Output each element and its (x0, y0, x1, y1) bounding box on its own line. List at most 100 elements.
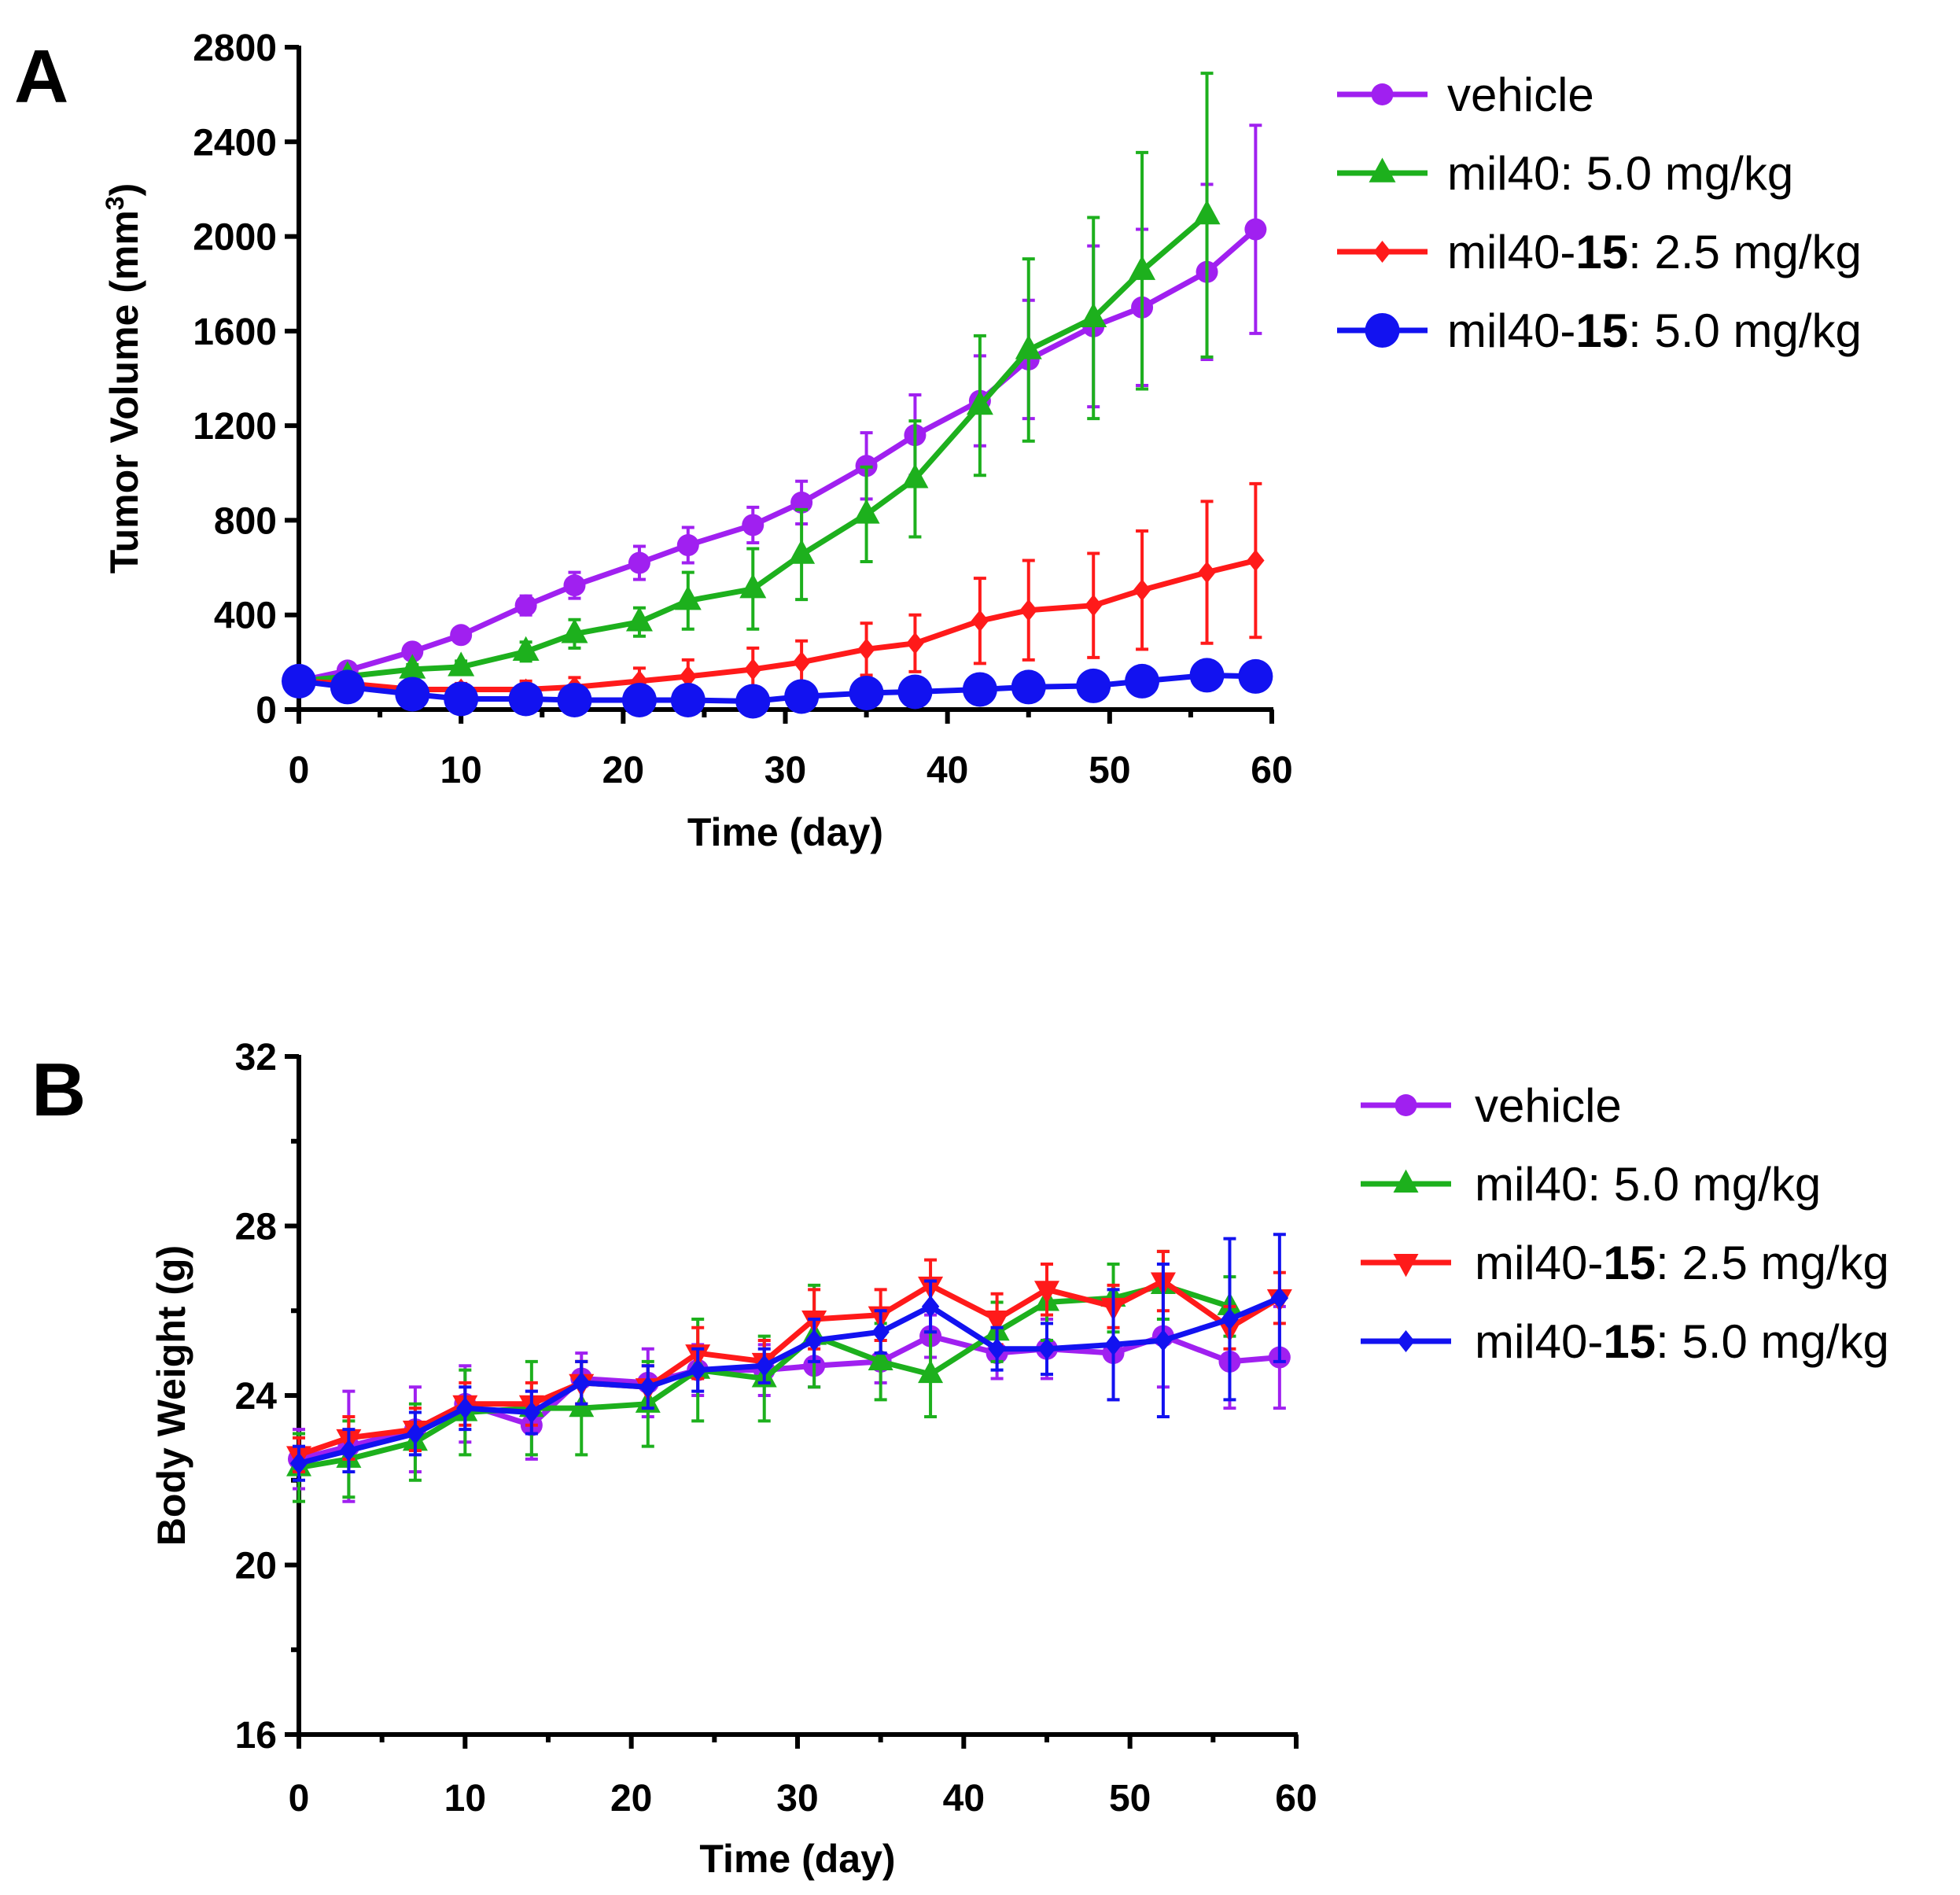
data-point (897, 674, 933, 710)
legend-swatch-marker (1397, 1330, 1415, 1352)
data-point (670, 682, 706, 717)
legend-swatch-marker (1393, 1169, 1419, 1193)
y-tick-label: 1200 (193, 406, 277, 448)
series-mil40-5-0-mg-kg (286, 72, 1221, 691)
legend-label: mil40-15: 5.0 mg/kg (1475, 1315, 1889, 1368)
data-point (1015, 334, 1042, 359)
data-point (871, 1321, 890, 1344)
x-tick-label: 60 (1251, 750, 1292, 791)
data-point (742, 514, 764, 536)
tumor-axes: 0 400 800 1200 1600 2000 2400 2800 0 10 20 30 40 50 60… (101, 28, 1293, 854)
data-point (561, 618, 588, 643)
data-point (399, 654, 426, 679)
data-point (1270, 1287, 1289, 1310)
series-mil40-15-5-0-mg-kg (282, 658, 1273, 719)
legend-item: mil40: 5.0 mg/kg (1361, 1158, 1821, 1211)
data-point (984, 1310, 1010, 1334)
x-tick-label: 10 (440, 750, 481, 791)
data-point (988, 1337, 1006, 1360)
data-point (679, 665, 697, 688)
legend-label: mil40: 5.0 mg/kg (1475, 1158, 1821, 1211)
data-point (1221, 1308, 1239, 1331)
legend-label: mil40-15: 5.0 mg/kg (1447, 304, 1862, 357)
data-point (1244, 218, 1267, 241)
data-point (1085, 594, 1103, 617)
body-weight-axes: 16 20 24 28 32 0 10 20 30 40 50 60 Time (day) Body We… (149, 1037, 1317, 1881)
x-tick-label: 20 (602, 750, 644, 791)
legend-label: vehicle (1475, 1079, 1622, 1132)
series-mil40-15-2-5-mg-kg (286, 1249, 1292, 1473)
x-tick-label: 60 (1275, 1778, 1317, 1819)
x-tick-label: 30 (776, 1778, 818, 1819)
data-point (406, 1422, 425, 1445)
data-point (962, 672, 997, 707)
data-point (966, 390, 993, 415)
data-point (792, 651, 811, 673)
data-point (906, 632, 924, 654)
x-tick-label: 0 (289, 1778, 310, 1819)
series-vehicle (288, 1283, 1291, 1503)
y-tick-label: 28 (235, 1207, 277, 1248)
data-point (444, 681, 479, 717)
data-point (1129, 255, 1156, 280)
data-point (918, 1359, 944, 1384)
data-point (621, 682, 657, 717)
legend-swatch-marker (1369, 157, 1396, 182)
data-point (735, 684, 771, 719)
x-tick-label: 50 (1109, 1778, 1151, 1819)
x-tick-label: 40 (927, 750, 968, 791)
y-tick-label: 400 (214, 595, 277, 637)
data-point (1019, 599, 1037, 621)
x-tick-label: 50 (1089, 750, 1130, 791)
y-tick-label: 20 (235, 1546, 277, 1587)
y-axis-title: Tumor Volume (mm3) (101, 183, 146, 574)
data-point (573, 1371, 591, 1394)
legend-item: vehicle (1361, 1079, 1622, 1132)
legend-swatch-marker (1365, 313, 1400, 348)
data-point (849, 675, 884, 710)
data-point (625, 606, 653, 632)
data-point (512, 636, 540, 662)
panel-a-letter: A (14, 35, 68, 119)
data-point (1011, 669, 1046, 705)
data-point (1104, 1333, 1122, 1356)
data-point (1080, 302, 1107, 328)
data-point (630, 669, 649, 692)
data-point (448, 651, 475, 677)
y-tick-label: 24 (235, 1376, 278, 1418)
data-point (1238, 658, 1273, 694)
legend-item: mil40-15: 5.0 mg/kg (1361, 1315, 1889, 1368)
data-point (282, 663, 316, 699)
data-point (401, 640, 424, 663)
legend-item: mil40-15: 2.5 mg/kg (1361, 1237, 1889, 1289)
data-point (628, 551, 650, 574)
x-tick-label: 30 (764, 750, 806, 791)
legend-item: mil40: 5.0 mg/kg (1337, 147, 1793, 200)
x-tick-label: 0 (289, 750, 310, 791)
body-weight-chart: 16 20 24 28 32 0 10 20 30 40 50 60 Time (day) Body We… (149, 1037, 1889, 1881)
series-vehicle (288, 124, 1267, 692)
data-point (853, 499, 880, 524)
data-point (689, 1359, 707, 1381)
data-point (522, 1401, 541, 1424)
data-point (340, 1440, 358, 1462)
data-point (1189, 658, 1225, 693)
data-point (1154, 1329, 1173, 1351)
legend-label: mil40-15: 2.5 mg/kg (1475, 1237, 1889, 1289)
data-point (971, 610, 989, 632)
data-point (1034, 1281, 1059, 1304)
data-point (739, 573, 767, 599)
legend-swatch-marker (1373, 241, 1391, 263)
x-tick-label: 20 (610, 1778, 652, 1819)
series-line (298, 1295, 1281, 1466)
series-mil40-15-5-0-mg-kg (289, 1233, 1289, 1482)
data-point (557, 682, 592, 717)
legend-item: mil40-15: 2.5 mg/kg (1337, 226, 1862, 278)
legend-label: mil40-15: 2.5 mg/kg (1447, 226, 1862, 278)
data-point (289, 1452, 308, 1475)
legend-swatch-marker (1393, 1253, 1419, 1277)
data-point (676, 534, 699, 557)
data-point (563, 574, 586, 597)
data-point (450, 624, 473, 647)
tumor-volume-chart: 0 400 800 1200 1600 2000 2400 2800 0 10 20 30 40 50 60… (101, 28, 1862, 854)
